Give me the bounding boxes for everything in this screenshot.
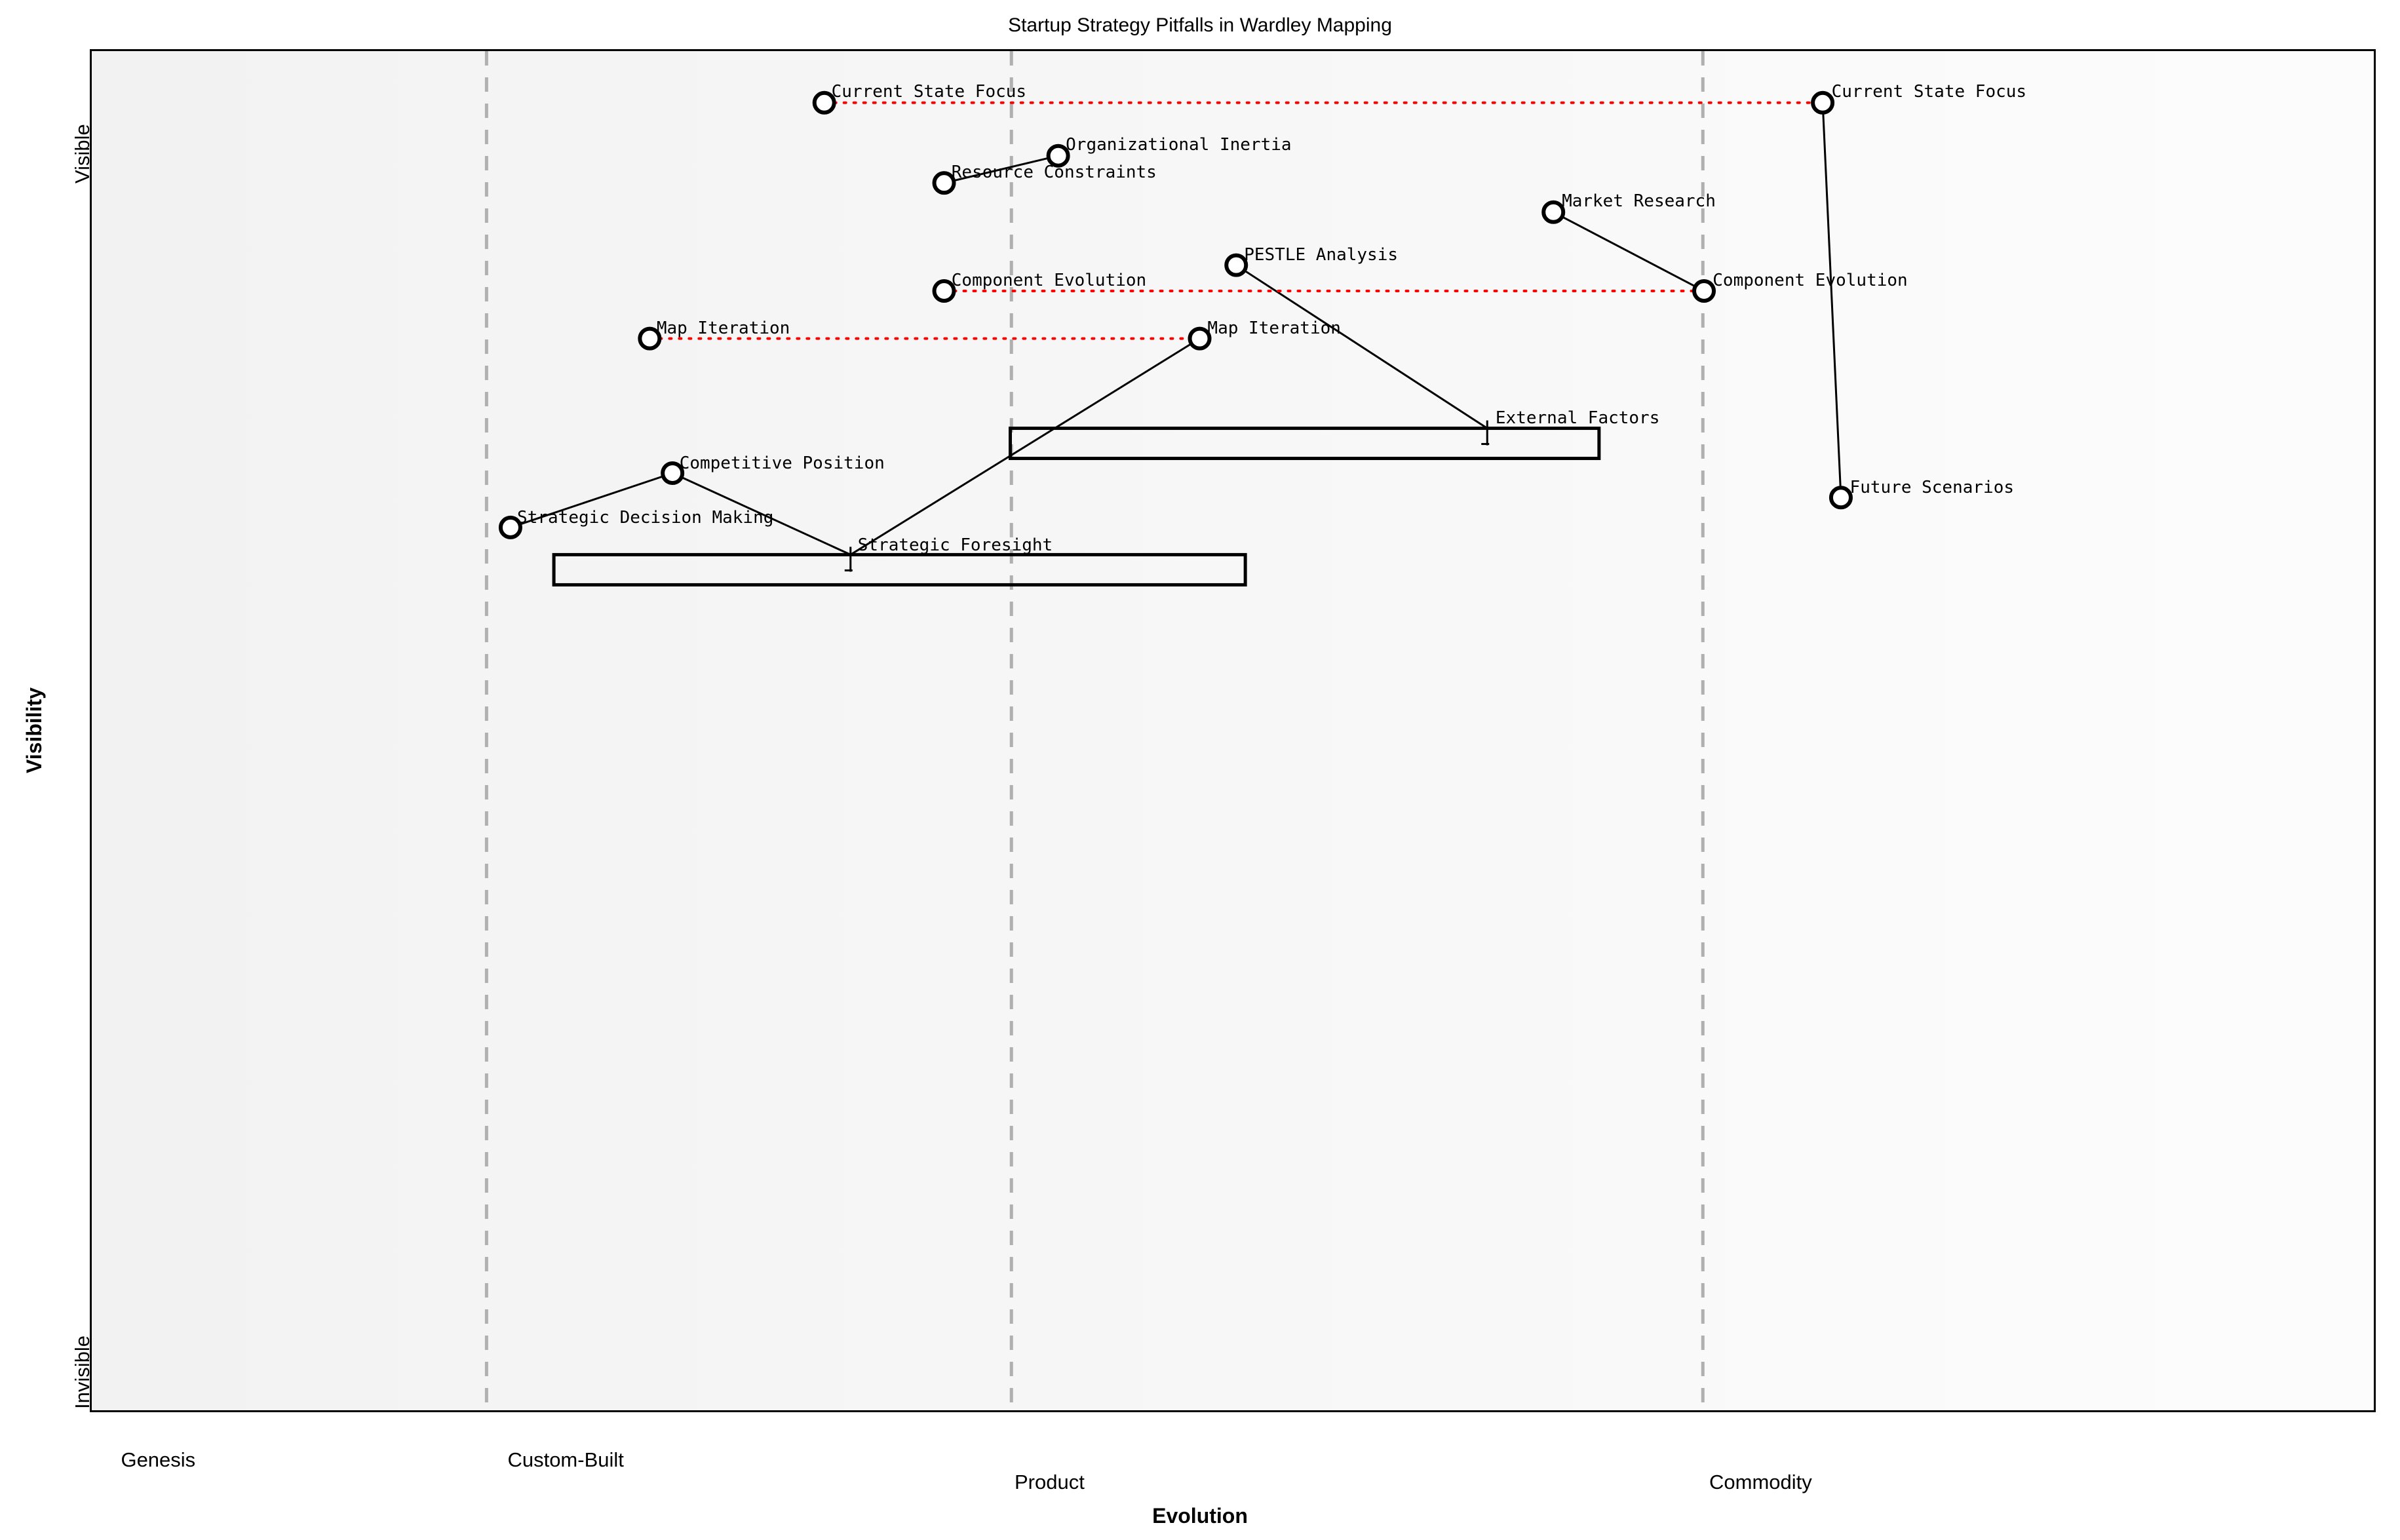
dependency-links — [510, 102, 1842, 556]
component-nodes — [498, 90, 1853, 539]
x-tick-product-sublabel: (+rental) — [1015, 1537, 1091, 1540]
link-6 — [672, 472, 851, 556]
evolution-arrows — [638, 91, 1825, 350]
x-tick-product: Product (+rental) — [1015, 1427, 1091, 1540]
component-node[interactable] — [1046, 144, 1070, 168]
link-5 — [510, 472, 673, 529]
link-4 — [849, 337, 1201, 556]
y-axis-title: Visibility — [22, 687, 46, 773]
component-node[interactable] — [1692, 279, 1716, 303]
wardley-map-canvas — [484, 51, 1853, 1410]
x-axis-title: Evolution — [1152, 1504, 1248, 1528]
x-tick-custom-built-label: Custom-Built — [507, 1448, 624, 1472]
component-node[interactable] — [1224, 253, 1248, 277]
link-1 — [1553, 211, 1705, 292]
component-node[interactable] — [1829, 486, 1853, 510]
pipeline-rectangles — [552, 420, 1601, 587]
component-node[interactable] — [1541, 200, 1566, 224]
plot-area: Current State Focus Current State Focus Or… — [90, 49, 2376, 1412]
page-title: Startup Strategy Pitfalls in Wardley Map… — [1008, 14, 1392, 36]
component-node[interactable] — [498, 515, 522, 539]
pipeline-rect-0 — [1009, 427, 1601, 461]
x-tick-genesis-label: Genesis — [121, 1448, 196, 1472]
x-tick-genesis: Genesis — [98, 1427, 195, 1493]
x-tick-commodity-sublabel: (+utility) — [1709, 1537, 1812, 1540]
component-node[interactable] — [638, 326, 662, 351]
component-node[interactable] — [1811, 90, 1835, 115]
component-node[interactable] — [932, 279, 956, 303]
x-tick-commodity-label: Commodity — [1709, 1470, 1812, 1493]
component-node[interactable] — [661, 461, 685, 485]
link-0 — [944, 155, 1058, 184]
component-node[interactable] — [1188, 326, 1212, 351]
link-2 — [1235, 264, 1488, 429]
evolution-gridlines — [484, 51, 1705, 1410]
component-node[interactable] — [932, 171, 956, 195]
x-tick-commodity: Commodity (+utility) — [1709, 1427, 1812, 1540]
pipeline-rect-1 — [552, 552, 1247, 587]
x-tick-custom-built: Custom-Built — [485, 1427, 624, 1493]
x-tick-product-label: Product — [1015, 1470, 1085, 1493]
component-node[interactable] — [812, 90, 836, 115]
link-3 — [1821, 102, 1842, 498]
